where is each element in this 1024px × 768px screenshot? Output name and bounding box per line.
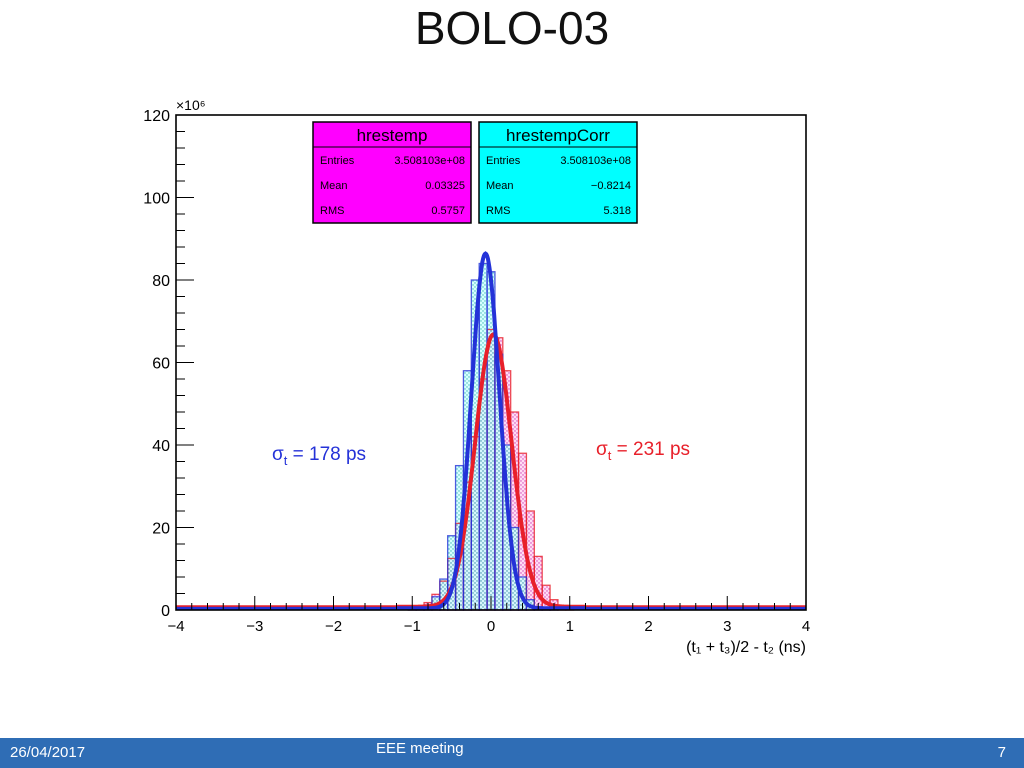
y-tick-label: 40	[152, 438, 170, 455]
x-tick-label: 3	[723, 618, 731, 635]
stats-box-title: hrestempCorr	[506, 126, 610, 145]
stats-value: 0.03325	[425, 180, 465, 192]
stats-box-hrestemp: hrestemp Entries 3.508103e+08 Mean 0.033…	[312, 121, 472, 224]
y-tick-label: 60	[152, 356, 170, 373]
sigma-annotation-red: σt = 231 ps	[596, 439, 690, 463]
y-axis-multiplier: ×10⁶	[176, 97, 206, 113]
stats-value: 0.5757	[431, 205, 465, 217]
y-tick-label: 100	[143, 191, 170, 208]
x-tick-label: −1	[404, 618, 421, 635]
x-tick-label: −2	[325, 618, 342, 635]
slide-title: BOLO-03	[414, 2, 610, 54]
x-tick-label: 4	[802, 618, 810, 635]
histogram-chart: −4 −3 −2 −1 0 1 2 3 4 0 20 40 60 80 100 120 ×10⁶ (t₁ + …	[143, 97, 810, 656]
y-tick-label: 20	[152, 521, 170, 538]
stats-value: 5.318	[603, 205, 631, 217]
y-tick-label: 120	[143, 108, 170, 125]
stats-label: RMS	[320, 205, 344, 217]
x-axis-label: (t₁ + t₃)/2 - t₂ (ns)	[686, 639, 806, 656]
stats-label: Mean	[486, 180, 514, 192]
sigma-symbol: σ	[272, 444, 284, 465]
stats-value: 3.508103e+08	[560, 155, 631, 167]
footer-date: 26/04/2017	[10, 744, 86, 761]
sigma-annotation-blue: σt = 178 ps	[272, 444, 366, 468]
footer-bar	[0, 738, 1024, 768]
x-tick-label: −4	[167, 618, 184, 635]
sigma-value: = 178 ps	[287, 444, 366, 465]
sigma-symbol: σ	[596, 439, 608, 460]
stats-value: −0.8214	[591, 180, 631, 192]
stats-box-hrestempcorr: hrestempCorr Entries 3.508103e+08 Mean −…	[478, 121, 638, 224]
stats-label: Entries	[320, 155, 355, 167]
stats-label: Mean	[320, 180, 348, 192]
x-tick-label: −3	[246, 618, 263, 635]
x-tick-label: 1	[566, 618, 574, 635]
footer-meeting: EEE meeting	[376, 740, 464, 757]
y-tick-label: 0	[161, 603, 170, 620]
x-tick-label: 2	[644, 618, 652, 635]
y-tick-label: 80	[152, 273, 170, 290]
sigma-value: = 231 ps	[611, 439, 690, 460]
sigma-subscript: t	[284, 453, 288, 468]
stats-label: Entries	[486, 155, 521, 167]
stats-label: RMS	[486, 205, 510, 217]
sigma-subscript: t	[608, 448, 612, 463]
x-tick-label: 0	[487, 618, 495, 635]
page-number: 7	[997, 744, 1006, 761]
stats-box-title: hrestemp	[357, 126, 428, 145]
histogram-fill-hrestempCorr	[408, 263, 574, 610]
stats-value: 3.508103e+08	[394, 155, 465, 167]
